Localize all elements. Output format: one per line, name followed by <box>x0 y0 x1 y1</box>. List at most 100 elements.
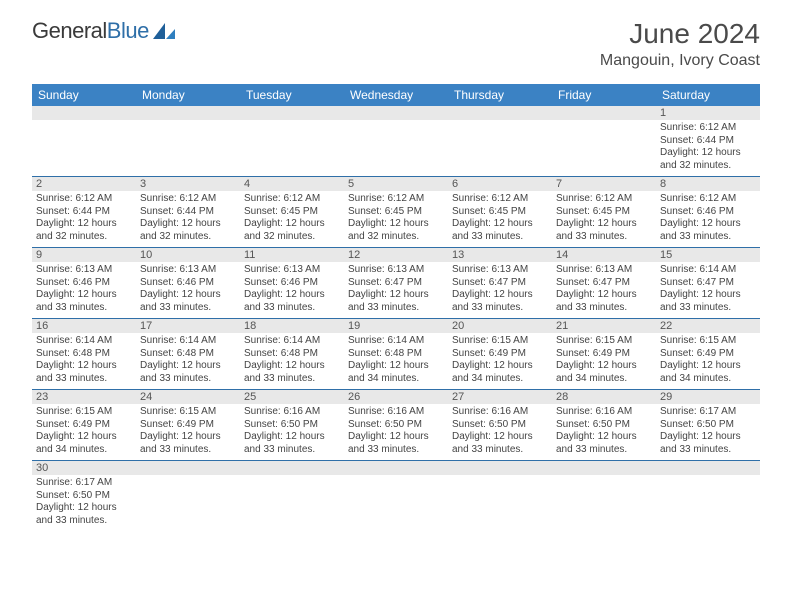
day-details: Sunrise: 6:17 AMSunset: 6:50 PMDaylight:… <box>32 475 136 531</box>
day-number <box>448 461 552 475</box>
day-cell: 9Sunrise: 6:13 AMSunset: 6:46 PMDaylight… <box>32 248 136 319</box>
day-cell: 1Sunrise: 6:12 AMSunset: 6:44 PMDaylight… <box>656 106 760 177</box>
week-row: 16Sunrise: 6:14 AMSunset: 6:48 PMDayligh… <box>32 319 760 390</box>
day-details: Sunrise: 6:12 AMSunset: 6:44 PMDaylight:… <box>32 191 136 247</box>
day-number: 12 <box>344 248 448 262</box>
day-cell <box>656 461 760 532</box>
day-cell <box>240 106 344 177</box>
day-header: Monday <box>136 84 240 106</box>
day-number <box>344 106 448 120</box>
day-cell: 12Sunrise: 6:13 AMSunset: 6:47 PMDayligh… <box>344 248 448 319</box>
day-details: Sunrise: 6:17 AMSunset: 6:50 PMDaylight:… <box>656 404 760 460</box>
day-cell: 25Sunrise: 6:16 AMSunset: 6:50 PMDayligh… <box>240 390 344 461</box>
day-cell: 3Sunrise: 6:12 AMSunset: 6:44 PMDaylight… <box>136 177 240 248</box>
day-cell: 11Sunrise: 6:13 AMSunset: 6:46 PMDayligh… <box>240 248 344 319</box>
day-cell: 8Sunrise: 6:12 AMSunset: 6:46 PMDaylight… <box>656 177 760 248</box>
day-details: Sunrise: 6:12 AMSunset: 6:44 PMDaylight:… <box>656 120 760 176</box>
day-cell: 27Sunrise: 6:16 AMSunset: 6:50 PMDayligh… <box>448 390 552 461</box>
day-cell <box>136 461 240 532</box>
day-details <box>448 120 552 172</box>
day-details: Sunrise: 6:13 AMSunset: 6:46 PMDaylight:… <box>32 262 136 318</box>
day-number: 6 <box>448 177 552 191</box>
day-number: 3 <box>136 177 240 191</box>
day-details: Sunrise: 6:15 AMSunset: 6:49 PMDaylight:… <box>136 404 240 460</box>
day-cell: 21Sunrise: 6:15 AMSunset: 6:49 PMDayligh… <box>552 319 656 390</box>
day-header: Saturday <box>656 84 760 106</box>
day-cell <box>552 461 656 532</box>
day-number: 2 <box>32 177 136 191</box>
day-header: Thursday <box>448 84 552 106</box>
day-number: 30 <box>32 461 136 475</box>
day-details: Sunrise: 6:12 AMSunset: 6:45 PMDaylight:… <box>344 191 448 247</box>
day-number: 16 <box>32 319 136 333</box>
logo: GeneralBlue <box>32 18 177 44</box>
day-number <box>552 461 656 475</box>
day-number: 27 <box>448 390 552 404</box>
day-number <box>240 106 344 120</box>
day-details: Sunrise: 6:15 AMSunset: 6:49 PMDaylight:… <box>552 333 656 389</box>
day-cell: 24Sunrise: 6:15 AMSunset: 6:49 PMDayligh… <box>136 390 240 461</box>
day-number <box>448 106 552 120</box>
day-cell: 30Sunrise: 6:17 AMSunset: 6:50 PMDayligh… <box>32 461 136 532</box>
day-details: Sunrise: 6:13 AMSunset: 6:47 PMDaylight:… <box>344 262 448 318</box>
day-cell: 14Sunrise: 6:13 AMSunset: 6:47 PMDayligh… <box>552 248 656 319</box>
week-row: 2Sunrise: 6:12 AMSunset: 6:44 PMDaylight… <box>32 177 760 248</box>
day-number: 4 <box>240 177 344 191</box>
day-cell <box>552 106 656 177</box>
day-cell: 17Sunrise: 6:14 AMSunset: 6:48 PMDayligh… <box>136 319 240 390</box>
day-details: Sunrise: 6:13 AMSunset: 6:46 PMDaylight:… <box>136 262 240 318</box>
day-header: Tuesday <box>240 84 344 106</box>
day-cell: 19Sunrise: 6:14 AMSunset: 6:48 PMDayligh… <box>344 319 448 390</box>
day-cell <box>448 461 552 532</box>
day-number <box>240 461 344 475</box>
day-number: 19 <box>344 319 448 333</box>
day-details <box>448 475 552 527</box>
month-title: June 2024 <box>600 18 760 50</box>
day-cell: 5Sunrise: 6:12 AMSunset: 6:45 PMDaylight… <box>344 177 448 248</box>
day-details <box>656 475 760 527</box>
day-details: Sunrise: 6:14 AMSunset: 6:48 PMDaylight:… <box>136 333 240 389</box>
day-number <box>32 106 136 120</box>
day-number: 9 <box>32 248 136 262</box>
day-header: Friday <box>552 84 656 106</box>
day-details: Sunrise: 6:14 AMSunset: 6:48 PMDaylight:… <box>344 333 448 389</box>
day-number: 7 <box>552 177 656 191</box>
day-cell <box>240 461 344 532</box>
day-header: Wednesday <box>344 84 448 106</box>
title-block: June 2024 Mangouin, Ivory Coast <box>600 18 760 70</box>
day-cell: 10Sunrise: 6:13 AMSunset: 6:46 PMDayligh… <box>136 248 240 319</box>
day-cell: 15Sunrise: 6:14 AMSunset: 6:47 PMDayligh… <box>656 248 760 319</box>
day-number: 28 <box>552 390 656 404</box>
day-details: Sunrise: 6:12 AMSunset: 6:46 PMDaylight:… <box>656 191 760 247</box>
day-details: Sunrise: 6:12 AMSunset: 6:44 PMDaylight:… <box>136 191 240 247</box>
day-details <box>344 120 448 172</box>
day-number: 21 <box>552 319 656 333</box>
calendar-table: SundayMondayTuesdayWednesdayThursdayFrid… <box>32 84 760 531</box>
day-details: Sunrise: 6:16 AMSunset: 6:50 PMDaylight:… <box>552 404 656 460</box>
day-number: 5 <box>344 177 448 191</box>
day-cell: 7Sunrise: 6:12 AMSunset: 6:45 PMDaylight… <box>552 177 656 248</box>
day-details <box>136 120 240 172</box>
week-row: 30Sunrise: 6:17 AMSunset: 6:50 PMDayligh… <box>32 461 760 532</box>
day-details: Sunrise: 6:15 AMSunset: 6:49 PMDaylight:… <box>448 333 552 389</box>
day-cell: 2Sunrise: 6:12 AMSunset: 6:44 PMDaylight… <box>32 177 136 248</box>
day-number <box>344 461 448 475</box>
day-cell <box>32 106 136 177</box>
day-cell: 6Sunrise: 6:12 AMSunset: 6:45 PMDaylight… <box>448 177 552 248</box>
day-cell: 13Sunrise: 6:13 AMSunset: 6:47 PMDayligh… <box>448 248 552 319</box>
day-cell <box>448 106 552 177</box>
day-details: Sunrise: 6:13 AMSunset: 6:47 PMDaylight:… <box>448 262 552 318</box>
day-details: Sunrise: 6:15 AMSunset: 6:49 PMDaylight:… <box>32 404 136 460</box>
day-cell: 20Sunrise: 6:15 AMSunset: 6:49 PMDayligh… <box>448 319 552 390</box>
day-number: 25 <box>240 390 344 404</box>
day-number: 24 <box>136 390 240 404</box>
day-cell: 29Sunrise: 6:17 AMSunset: 6:50 PMDayligh… <box>656 390 760 461</box>
day-details <box>552 475 656 527</box>
day-details: Sunrise: 6:13 AMSunset: 6:46 PMDaylight:… <box>240 262 344 318</box>
location: Mangouin, Ivory Coast <box>600 52 760 70</box>
day-number: 29 <box>656 390 760 404</box>
logo-part2: Blue <box>107 18 149 43</box>
day-number <box>552 106 656 120</box>
day-cell: 26Sunrise: 6:16 AMSunset: 6:50 PMDayligh… <box>344 390 448 461</box>
day-header-row: SundayMondayTuesdayWednesdayThursdayFrid… <box>32 84 760 106</box>
